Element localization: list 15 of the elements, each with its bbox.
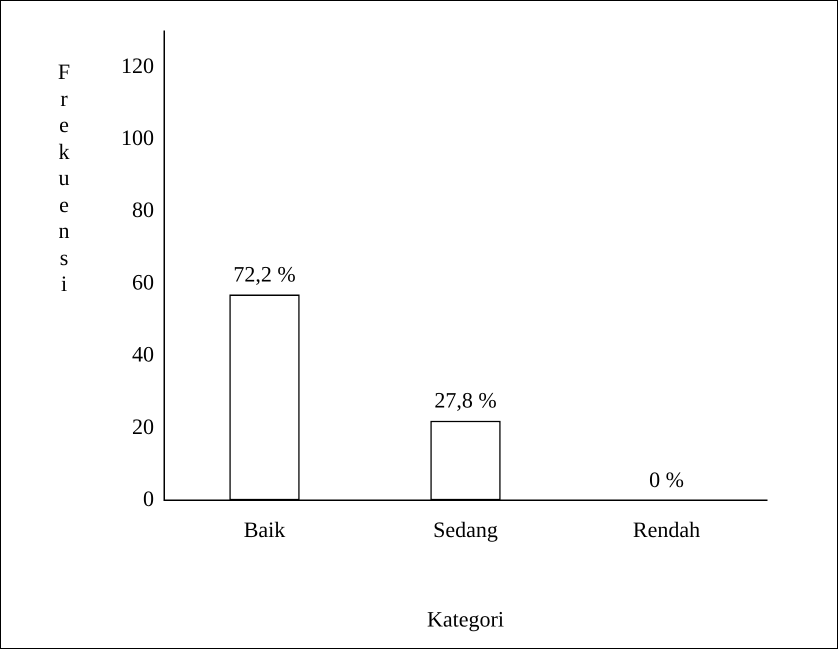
x-tick-label: Rendah bbox=[632, 517, 700, 542]
x-tick-label: Baik bbox=[244, 517, 286, 542]
y-tick-label: 100 bbox=[121, 125, 154, 150]
x-axis-title: Kategori bbox=[427, 606, 504, 632]
x-tick-label: Sedang bbox=[433, 517, 498, 542]
y-tick-label: 60 bbox=[132, 269, 154, 294]
y-tick-label: 120 bbox=[121, 52, 154, 78]
y-tick-label: 0 bbox=[143, 486, 154, 511]
annotation: 0 % bbox=[649, 466, 684, 492]
annotation: 27,8 % bbox=[434, 388, 497, 413]
text: Frekuensi bbox=[58, 59, 70, 296]
y-tick-label: 40 bbox=[132, 342, 154, 367]
annotation: 72,2 % bbox=[233, 261, 296, 286]
y-tick-label: 20 bbox=[132, 414, 154, 439]
y-tick-label: 80 bbox=[132, 197, 154, 222]
